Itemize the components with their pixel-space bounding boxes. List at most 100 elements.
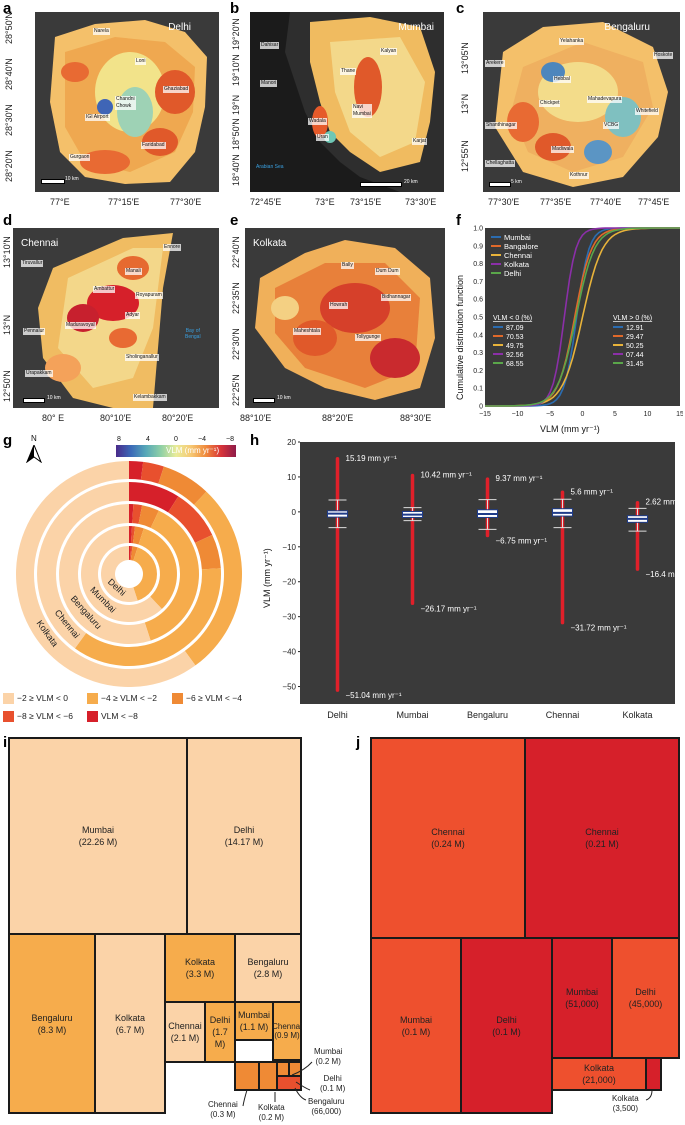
lon-tick: 80°10′E	[100, 413, 132, 423]
legend-label: −6 ≥ VLM < −4	[186, 693, 242, 703]
cdf-ytick: 0.4	[473, 332, 483, 339]
cdf-ytick: 1.0	[473, 226, 483, 233]
city-name: Chennai	[21, 238, 59, 249]
chennai-map: Chennai Ennore Tiruvallur Manali Ambattu…	[13, 228, 219, 408]
scale-bar	[489, 182, 511, 187]
lat-tick: 28°30′N	[4, 104, 14, 136]
cdf-neg-header: VLM < 0 (%)	[493, 315, 532, 322]
treemap-callout: Kolkata (3,500)	[612, 1094, 639, 1113]
donut-segment-chennai	[195, 534, 221, 570]
lat-tick: 22°30′N	[231, 328, 241, 360]
box-ytick: −10	[282, 543, 296, 552]
legend-swatch	[3, 711, 14, 722]
chennai-vlm-raster	[13, 228, 219, 408]
donut-segment-kolkata	[140, 461, 164, 484]
colorbar-tick: −8	[226, 436, 234, 443]
place-label: Hoskote	[653, 52, 674, 59]
lat-tick: 19°10′N	[231, 54, 241, 86]
treemap-callout: Bengaluru (66,000)	[308, 1097, 345, 1116]
donut-segment-mumbai	[138, 528, 177, 609]
place-label: Navi Mumbai	[352, 104, 372, 118]
box-category: Chennai	[546, 710, 580, 720]
lon-tick: 73°15′E	[350, 197, 382, 207]
cdf-ytick: 0.1	[473, 386, 483, 393]
donut-segment-bengaluru	[132, 504, 143, 524]
colorbar-tick: 4	[146, 436, 150, 443]
place-label: Kelambakkam	[133, 394, 167, 401]
cdf-ytick: 0.8	[473, 261, 483, 268]
place-label: Royapuram	[135, 292, 163, 299]
city-name: Bengaluru	[604, 22, 650, 33]
treemap-callout: Mumbai (0.2 M)	[314, 1047, 343, 1066]
treemap-callout: Chennai (0.3 M)	[208, 1100, 238, 1119]
place-label: Kothnur	[569, 172, 589, 179]
panel-b-label: b	[230, 0, 240, 17]
donut-segment-kolkata	[16, 461, 196, 687]
lat-tick: 13°N	[2, 314, 12, 335]
donut-segment-chennai	[74, 568, 221, 666]
scale-label: 10 km	[277, 395, 291, 401]
legend-label: VLM < −8	[101, 711, 138, 721]
cdf-legend-label: Kolkata	[504, 260, 530, 269]
cdf-ytick: 0.3	[473, 350, 483, 357]
lon-tick: 88°20′E	[322, 413, 354, 423]
place-label: Chellaghatta	[485, 160, 516, 167]
donut-segment-chennai	[37, 482, 129, 649]
bengaluru-map: Bengaluru Yelahanka Hoskote Arekere Hebb…	[483, 12, 680, 192]
place-label: Maduravoyal	[65, 322, 96, 329]
place-label: Karjat	[412, 138, 428, 145]
place-label: Bidhannagar	[381, 294, 412, 301]
lon-tick: 77°35′E	[540, 197, 572, 207]
box-min-label: −31.72 mm yr⁻¹	[571, 624, 627, 633]
scale-label: 20 km	[404, 179, 418, 185]
legend-swatch	[87, 711, 98, 722]
colorbar-tick: −4	[198, 436, 206, 443]
cdf-line-delhi	[485, 227, 680, 407]
cdf-neg-value: 87.09	[506, 325, 524, 332]
treemap-cell: Kolkata (3.3 M)	[164, 933, 236, 1003]
box-ytick: −50	[282, 683, 296, 692]
cdf-pos-value: 29.47	[626, 334, 644, 341]
cdf-ylabel: Cumulative distribution function	[455, 274, 465, 400]
place-label: Gurgaon	[69, 154, 91, 161]
place-label: Maheshtala	[293, 328, 321, 335]
place-label: Shanthinagar	[485, 122, 517, 129]
place-label: Faridabad	[141, 142, 166, 149]
box-max-label: 10.42 mm yr⁻¹	[421, 470, 473, 479]
place-label: Loni	[135, 58, 147, 65]
north-arrow-icon	[26, 445, 42, 463]
lat-tick: 19°N	[231, 94, 241, 115]
kolkata-vlm-raster	[255, 240, 435, 400]
colorbar-tick: 0	[174, 436, 178, 443]
donut-segment-mumbai	[129, 526, 133, 544]
lat-tick: 13°N	[460, 93, 470, 114]
box-max-label: 5.6 mm yr⁻¹	[571, 487, 614, 496]
cdf-neg-value: 70.53	[506, 334, 524, 341]
place-label: Tiruvallur	[21, 260, 44, 267]
box-plot: 20 10 0 −10 −20 −30 −40 −50 15.19 mm yr⁻¹ −51.04 …	[282, 438, 685, 720]
place-label: Bally	[341, 262, 354, 269]
cdf-pos-value: 12.91	[626, 325, 644, 332]
place-label: Manori	[260, 80, 278, 87]
place-label: Ghaziabad	[163, 86, 190, 93]
lon-tick: 77°15′E	[108, 197, 140, 207]
cdf-xtick: −10	[512, 411, 524, 418]
lon-tick: 77°E	[50, 197, 70, 207]
scale-label: 5 km	[511, 179, 522, 185]
north-label: N	[31, 434, 37, 443]
cdf-ytick: 0.2	[473, 368, 483, 375]
treemap-cell: Kolkata (21,000)	[551, 1057, 647, 1091]
box-ytick: 0	[292, 508, 297, 517]
cdf-xtick: 10	[644, 411, 652, 418]
box-category: Bengaluru	[467, 710, 508, 720]
cdf-xtick: 15	[676, 411, 683, 418]
donut-segment-kolkata	[184, 491, 242, 666]
lat-tick: 28°20′N	[4, 150, 14, 182]
treemap-cell: Kolkata (6.7 M)	[94, 933, 166, 1114]
lon-tick: 77°30′E	[170, 197, 202, 207]
donut-segment-bengaluru	[138, 505, 159, 528]
treemap-cell: Delhi (0.1 M)	[460, 937, 553, 1114]
panel-j-label: j	[356, 734, 361, 751]
scale-bar	[253, 398, 275, 403]
cdf-xtick: 5	[613, 411, 617, 418]
